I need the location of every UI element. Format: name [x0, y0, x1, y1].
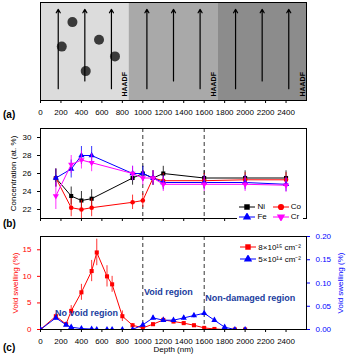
html-text:1200 1400: 1200 1400	[154, 337, 193, 347]
html-text:Ni: Ni	[257, 202, 265, 211]
svg-text:Void swelling (%): Void swelling (%)	[11, 252, 20, 313]
svg-text:1000: 1000	[134, 108, 152, 117]
svg-text:0.10: 0.10	[316, 279, 332, 288]
svg-text:Depth (nm): Depth (nm)	[153, 345, 193, 354]
svg-text:800: 800	[116, 337, 130, 346]
svg-text:600: 600	[95, 337, 109, 346]
html-text:Cr: Cr	[290, 212, 300, 221]
html-text:Fe: Fe	[257, 212, 267, 221]
svg-text:5: 5	[27, 298, 32, 307]
svg-text:Concentration (at. %): Concentration (at. %)	[9, 135, 18, 211]
svg-text:1600: 1600	[195, 108, 213, 117]
svg-text:0: 0	[27, 325, 32, 334]
svg-text:0.20: 0.20	[316, 232, 332, 241]
svg-text:0.00: 0.00	[316, 325, 332, 334]
svg-text:No void region: No void region	[55, 308, 118, 318]
svg-text:30: 30	[23, 133, 32, 142]
svg-text:2200: 2200	[257, 108, 275, 117]
svg-text:1600: 1600	[195, 337, 213, 346]
svg-text:28: 28	[23, 151, 32, 160]
html-text:5×10¹⁴ cm⁻²: 5×10¹⁴ cm⁻²	[258, 255, 301, 264]
svg-text:Non-damaged region: Non-damaged region	[205, 292, 295, 302]
svg-text:800: 800	[116, 108, 130, 117]
html-text:8×10¹⁵ cm⁻²: 8×10¹⁵ cm⁻²	[258, 243, 301, 252]
svg-text:0: 0	[38, 108, 43, 117]
svg-text:Void swelling (%): Void swelling (%)	[336, 252, 345, 313]
svg-text:200: 200	[54, 337, 68, 346]
svg-text:2400: 2400	[277, 337, 295, 346]
svg-text:26: 26	[23, 169, 32, 178]
svg-text:1400: 1400	[175, 108, 193, 117]
svg-text:22: 22	[23, 205, 32, 214]
svg-text:400: 400	[75, 337, 89, 346]
svg-text:HAADF: HAADF	[121, 71, 128, 96]
svg-text:Void region: Void region	[144, 287, 193, 297]
svg-text:200: 200	[54, 108, 68, 117]
svg-text:HAADF: HAADF	[299, 71, 306, 96]
svg-text:1000: 1000	[134, 337, 152, 346]
svg-text:2400: 2400	[277, 108, 295, 117]
svg-text:10: 10	[23, 272, 32, 281]
svg-text:15: 15	[23, 245, 32, 254]
html-text:Co: Co	[290, 202, 301, 211]
svg-text:0: 0	[38, 337, 43, 346]
svg-text:1200: 1200	[154, 108, 172, 117]
svg-text:600: 600	[95, 108, 109, 117]
svg-text:24: 24	[23, 187, 32, 196]
svg-text:400: 400	[75, 108, 89, 117]
svg-text:HAADF: HAADF	[210, 71, 217, 96]
svg-text:0.05: 0.05	[316, 302, 332, 311]
svg-text:1800: 1800	[216, 337, 234, 346]
html-text:(c): (c)	[3, 342, 16, 353]
svg-text:1800: 1800	[216, 108, 234, 117]
html-text:(b): (b)	[3, 218, 16, 229]
svg-text:2000: 2000	[236, 108, 254, 117]
svg-text:2200: 2200	[257, 337, 275, 346]
svg-text:0.15: 0.15	[316, 255, 332, 264]
svg-text:2000: 2000	[236, 337, 254, 346]
html-text:(a): (a)	[3, 109, 16, 120]
